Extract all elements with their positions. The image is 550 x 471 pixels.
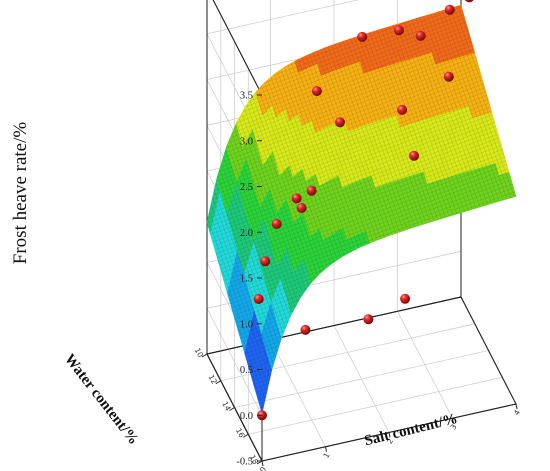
z-tick-label: 1.0 (240, 319, 253, 330)
scatter-point (271, 219, 282, 229)
x-tick (388, 432, 391, 438)
scatter-point (397, 104, 408, 115)
scatter-point (409, 150, 419, 161)
x-axis-title: Salt content/% (363, 411, 459, 450)
x-tick-label: 1 (321, 451, 331, 460)
y-tick-label: 12 (207, 373, 220, 386)
scatter-point (363, 314, 374, 325)
scatter-points (253, 0, 474, 421)
scatter-point (400, 293, 411, 304)
z-axis-tick-labels: -0.5 0.0 0.5 1.0 1.5 2.0 2.5 3.0 3.5 (236, 91, 262, 468)
y-tick-label: 10 (193, 346, 206, 359)
x-tick-label: 0 (258, 465, 268, 471)
x-tick (515, 403, 518, 410)
y-tick-label: 18 (248, 453, 261, 466)
scatter-point (443, 71, 454, 82)
x-tick (452, 418, 454, 424)
scatter-point (311, 86, 322, 97)
y-tick (215, 380, 222, 385)
x-tick-label: 3 (448, 422, 458, 431)
z-tick-label: 0.5 (240, 365, 253, 376)
z-tick-label: -0.5 (236, 457, 253, 468)
scatter-point (415, 30, 426, 41)
y-tick (242, 433, 249, 438)
z-tick-label: 2.0 (240, 228, 253, 239)
y-tick (201, 353, 208, 358)
surface-mesh (207, 5, 516, 414)
x-tick (261, 460, 264, 467)
scatter-point (393, 25, 404, 36)
y-tick-label: 14 (220, 400, 233, 413)
fitted-surface (206, 4, 517, 414)
scatter-point (296, 203, 307, 213)
scatter-point (291, 193, 302, 204)
z-tick-label: 2.5 (240, 182, 253, 193)
y-tick (256, 460, 263, 465)
scatter-point (465, 0, 474, 3)
z-tick-label: 0.0 (240, 411, 253, 422)
scatter-point (260, 256, 271, 267)
y-tick (229, 407, 235, 411)
z-tick-label: 3.0 (240, 136, 253, 147)
y-tick-label: 16 (234, 427, 247, 440)
scatter-point (306, 185, 317, 196)
scatter-point (335, 117, 345, 128)
x-tick-label: 4 (512, 408, 522, 417)
z-tick-label: 3.5 (240, 91, 253, 102)
scatter-point (300, 324, 311, 335)
x-tick-label: 2 (385, 437, 395, 446)
scatter-point (253, 294, 264, 304)
scatter-point (357, 31, 368, 42)
x-axis-tick-labels: 0 1 2 3 4 (258, 403, 522, 471)
x-tick (325, 446, 327, 452)
z-axis-title: Frost heave rate/% (10, 122, 31, 265)
y-axis-title: Water content/% (61, 351, 141, 448)
scatter-point (444, 4, 455, 15)
z-tick-label: 1.5 (240, 274, 253, 285)
